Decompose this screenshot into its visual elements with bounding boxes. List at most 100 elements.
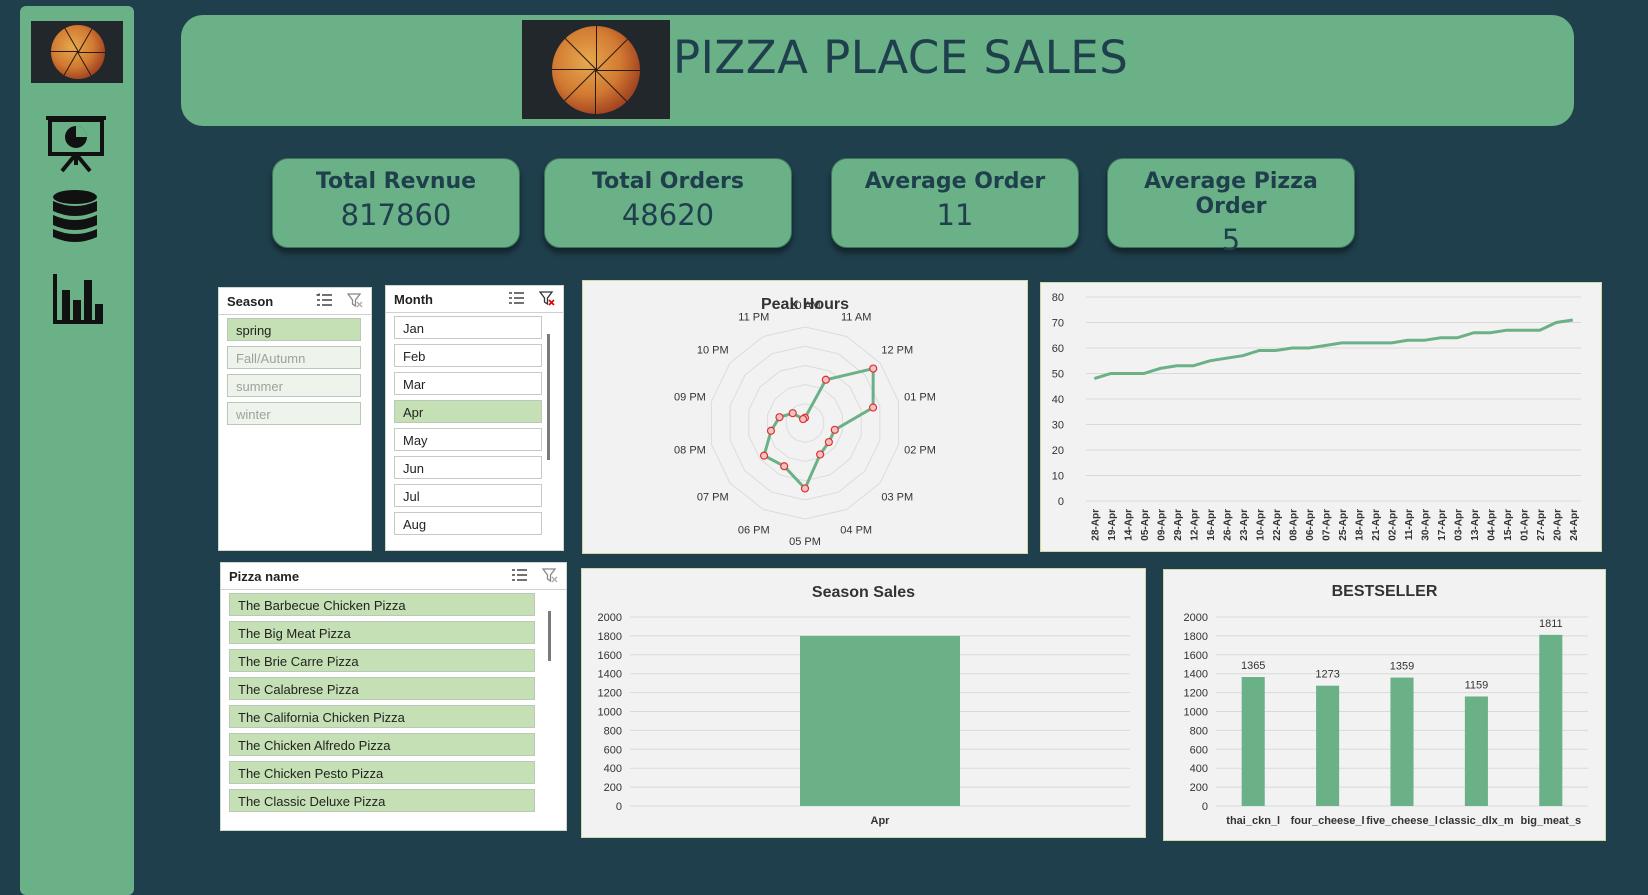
line-svg: 0 10 20 30 40 50 60 70 80 28-Apr 19-Apr 14-Apr 05-Ap… — [1052, 292, 1581, 541]
month-option[interactable]: Apr — [394, 400, 542, 423]
x-tick-label: 17-Apr — [1437, 509, 1448, 541]
x-tick-label: 26-Apr — [1222, 509, 1233, 541]
y-tick-label: 200 — [1190, 782, 1208, 794]
kpi-value: 5 — [1221, 223, 1241, 257]
radar-grid-ring — [710, 326, 900, 520]
multi-select-icon[interactable] — [316, 293, 333, 307]
y-tick-label: 60 — [1052, 343, 1064, 355]
x-tick-label: four_cheese_l — [1291, 815, 1365, 827]
x-tick-label: 12-Apr — [1189, 509, 1200, 541]
multi-select-icon[interactable] — [511, 568, 528, 582]
season-option[interactable]: winter — [227, 402, 361, 425]
x-tick-label: 21-Apr — [1371, 509, 1382, 541]
chart-title: Peak Hours — [761, 296, 849, 313]
x-tick-label: 27-Apr — [1536, 509, 1547, 541]
bar-chart-icon[interactable] — [51, 272, 105, 326]
radar-point — [869, 364, 878, 373]
database-icon[interactable] — [52, 189, 98, 245]
y-tick-label: 600 — [1190, 744, 1208, 756]
y-tick-label: 1400 — [1184, 669, 1208, 681]
radar-axis-label: 12 PM — [881, 344, 913, 356]
y-tick-label: 400 — [604, 763, 622, 775]
month-option[interactable]: Jun — [394, 456, 542, 479]
month-scrollbar[interactable] — [547, 334, 550, 460]
clear-filter-icon[interactable] — [542, 568, 558, 583]
y-tick-label: 30 — [1052, 420, 1064, 432]
kpi-average-order: Average Order 11 — [831, 158, 1079, 248]
radar-point — [816, 450, 825, 459]
season-option[interactable]: Fall/Autumn — [227, 346, 361, 369]
y-tick-label: 0 — [1058, 496, 1064, 508]
kpi-label: Average Pizza Order — [1144, 169, 1318, 219]
kpi-value: 11 — [936, 198, 974, 232]
radar-axis-label: 03 PM — [881, 492, 913, 504]
multi-select-icon[interactable] — [508, 291, 525, 305]
y-tick-label: 1400 — [598, 669, 622, 681]
month-option[interactable]: Jan — [394, 316, 542, 339]
x-tick-label: 15-Apr — [1503, 509, 1514, 541]
x-tick-label: 20-Apr — [1552, 509, 1563, 541]
pizza-option[interactable]: The California Chicken Pizza — [229, 705, 535, 728]
pizza-option[interactable]: The Calabrese Pizza — [229, 677, 535, 700]
radar-series-line — [762, 366, 875, 492]
radar-point — [868, 403, 878, 412]
pizza-option[interactable]: The Brie Carre Pizza — [229, 649, 535, 672]
peak-hours-chart: Peak Hours 10 AM 11 AM 12 PM 01 PM 02 PM 03 PM… — [582, 280, 1028, 554]
pizza-option[interactable]: The Barbecue Chicken Pizza — [229, 593, 535, 616]
y-tick-label: 1200 — [1184, 688, 1208, 700]
pizza-banner-image — [522, 20, 670, 119]
pizza-scrollbar[interactable] — [548, 611, 551, 661]
bar — [1316, 685, 1340, 806]
month-option[interactable]: Mar — [394, 372, 542, 395]
clear-filter-icon[interactable] — [347, 293, 363, 308]
bar — [1464, 696, 1488, 806]
data-label: 1365 — [1241, 660, 1265, 672]
presentation-chart-icon[interactable] — [44, 113, 108, 173]
kpi-label: Total Revnue — [315, 169, 477, 194]
clear-filter-icon[interactable] — [539, 291, 555, 306]
kpi-value: 817860 — [340, 198, 452, 232]
month-option[interactable]: Aug — [394, 512, 542, 535]
pizza-thumbnail[interactable] — [31, 21, 123, 83]
season-option[interactable]: summer — [227, 374, 361, 397]
x-tick-label: 10-Apr — [1255, 509, 1266, 541]
x-tick-label: 19-Apr — [1107, 509, 1118, 541]
x-tick-label: 13-Apr — [1470, 509, 1481, 541]
month-option[interactable]: May — [394, 428, 542, 451]
x-tick-label: 06-Apr — [1305, 509, 1316, 541]
pizza-option[interactable]: The Classic Deluxe Pizza — [229, 789, 535, 812]
chart-title: BESTSELLER — [1332, 583, 1438, 600]
radar-point — [824, 437, 833, 447]
kpi-value: 48620 — [621, 198, 715, 232]
radar-axis-label: 08 PM — [674, 444, 706, 456]
y-tick-label: 2000 — [598, 612, 622, 624]
y-tick-label: 1800 — [1184, 631, 1208, 643]
radar-point — [800, 484, 810, 493]
pizza-option[interactable]: The Chicken Alfredo Pizza — [229, 733, 535, 756]
pizza-option[interactable]: The Big Meat Pizza — [229, 621, 535, 644]
bar — [1539, 634, 1563, 806]
radar-point — [759, 451, 769, 460]
daily-orders-line-chart: 0 10 20 30 40 50 60 70 80 28-Apr 19-Apr 14-Apr 05-Ap… — [1040, 282, 1602, 552]
x-tick-label: 07-Apr — [1321, 509, 1332, 541]
y-tick-label: 40 — [1052, 394, 1064, 406]
radar-axis-label: 11 PM — [738, 312, 769, 324]
x-tick-label: 03-Apr — [1453, 509, 1464, 541]
radar-axis-label: 11 AM — [841, 312, 871, 324]
y-tick-label: 70 — [1052, 318, 1064, 330]
pizza-option[interactable]: The Chicken Pesto Pizza — [229, 761, 535, 784]
season-slicer: Season spring Fall/Autumn summer winter — [218, 287, 372, 551]
month-option[interactable]: Feb — [394, 344, 542, 367]
x-tick-label: classic_dlx_m — [1439, 815, 1514, 827]
slicer-title: Pizza name — [229, 569, 300, 584]
y-tick-label: 0 — [616, 801, 622, 813]
y-tick-label: 20 — [1052, 445, 1064, 457]
radar-point — [780, 462, 789, 471]
month-option[interactable]: Jul — [394, 484, 542, 507]
season-option[interactable]: spring — [227, 318, 361, 341]
x-tick-label: thai_ckn_l — [1226, 815, 1280, 827]
y-tick-label: 1600 — [598, 650, 622, 662]
x-tick-label: five_cheese_l — [1366, 815, 1438, 827]
bar — [800, 635, 960, 806]
